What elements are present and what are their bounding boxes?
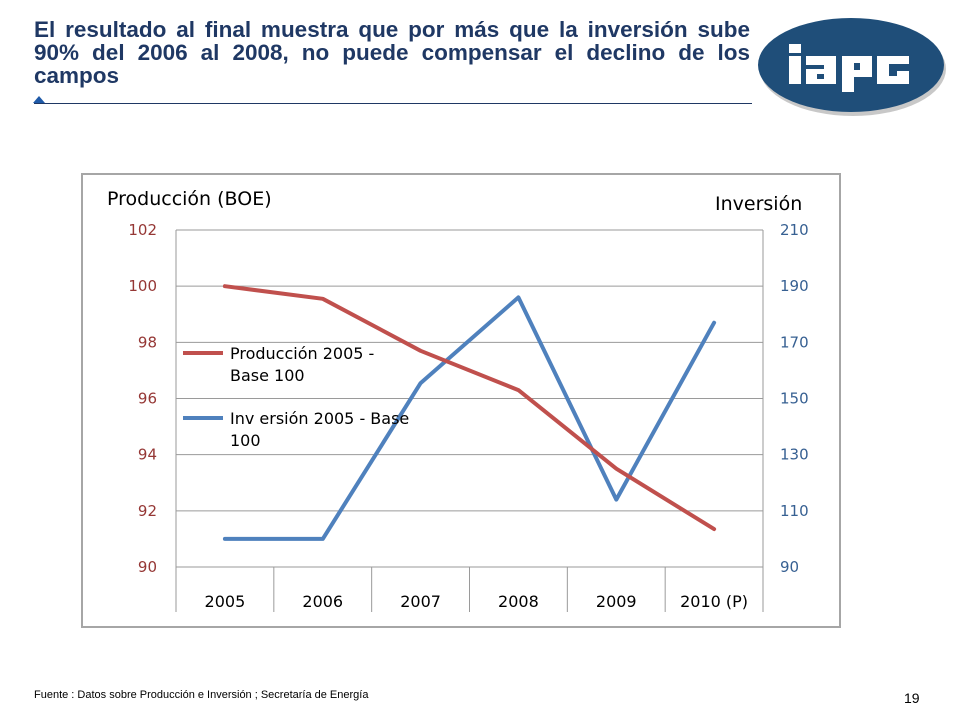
left-axis-title: Producción (BOE)	[107, 188, 272, 210]
left-tick-label: 90	[138, 558, 157, 576]
slide-title: El resultado al final muestra que por má…	[34, 17, 750, 88]
series-line-produccion	[222, 284, 717, 532]
right-tick-label: 210	[780, 221, 809, 239]
category-label: 2005	[205, 592, 246, 611]
left-tick-label: 98	[138, 333, 157, 351]
right-tick-label: 190	[780, 277, 809, 295]
right-tick-label: 170	[780, 333, 809, 351]
legend-label: Inv ersión 2005 - Base 100	[230, 409, 409, 450]
right-tick-label: 130	[780, 446, 809, 464]
legend-label: Producción 2005 -Base 100	[230, 344, 374, 385]
title-underline	[34, 103, 752, 104]
right-axis-title: Inversión	[715, 193, 802, 215]
category-label: 2007	[400, 592, 441, 611]
category-label: 2008	[498, 592, 539, 611]
category-label: 2010 (P)	[680, 592, 748, 611]
category-label: 2006	[302, 592, 343, 611]
left-tick-label: 96	[138, 390, 157, 408]
line-chart: Producción (BOE) Inversión 102 100 98 96 94 9…	[107, 188, 809, 612]
source-footnote: Fuente : Datos sobre Producción e Invers…	[34, 689, 369, 701]
right-tick-label: 150	[780, 390, 809, 408]
right-tick-label: 90	[780, 558, 799, 576]
left-tick-label: 100	[128, 277, 157, 295]
left-tick-label: 94	[138, 446, 157, 464]
underline-marker	[33, 96, 45, 103]
left-tick-label: 92	[138, 502, 157, 520]
chart-frame: Producción (BOE) Inversión 102 100 98 96 94 9…	[81, 173, 841, 628]
right-tick-label: 110	[780, 502, 809, 520]
series-line-inversion	[222, 295, 717, 541]
page-number: 19	[904, 690, 920, 706]
category-label: 2009	[596, 592, 637, 611]
left-tick-label: 102	[128, 221, 157, 239]
iapg-logo	[758, 18, 946, 116]
